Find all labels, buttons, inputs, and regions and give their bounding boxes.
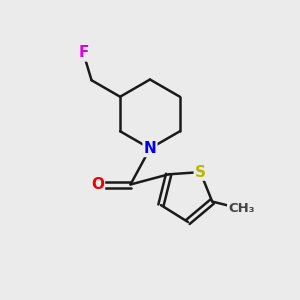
- Text: O: O: [91, 177, 104, 192]
- Text: CH₃: CH₃: [228, 202, 255, 215]
- Text: N: N: [144, 141, 156, 156]
- Text: F: F: [78, 46, 88, 61]
- Text: S: S: [195, 165, 206, 180]
